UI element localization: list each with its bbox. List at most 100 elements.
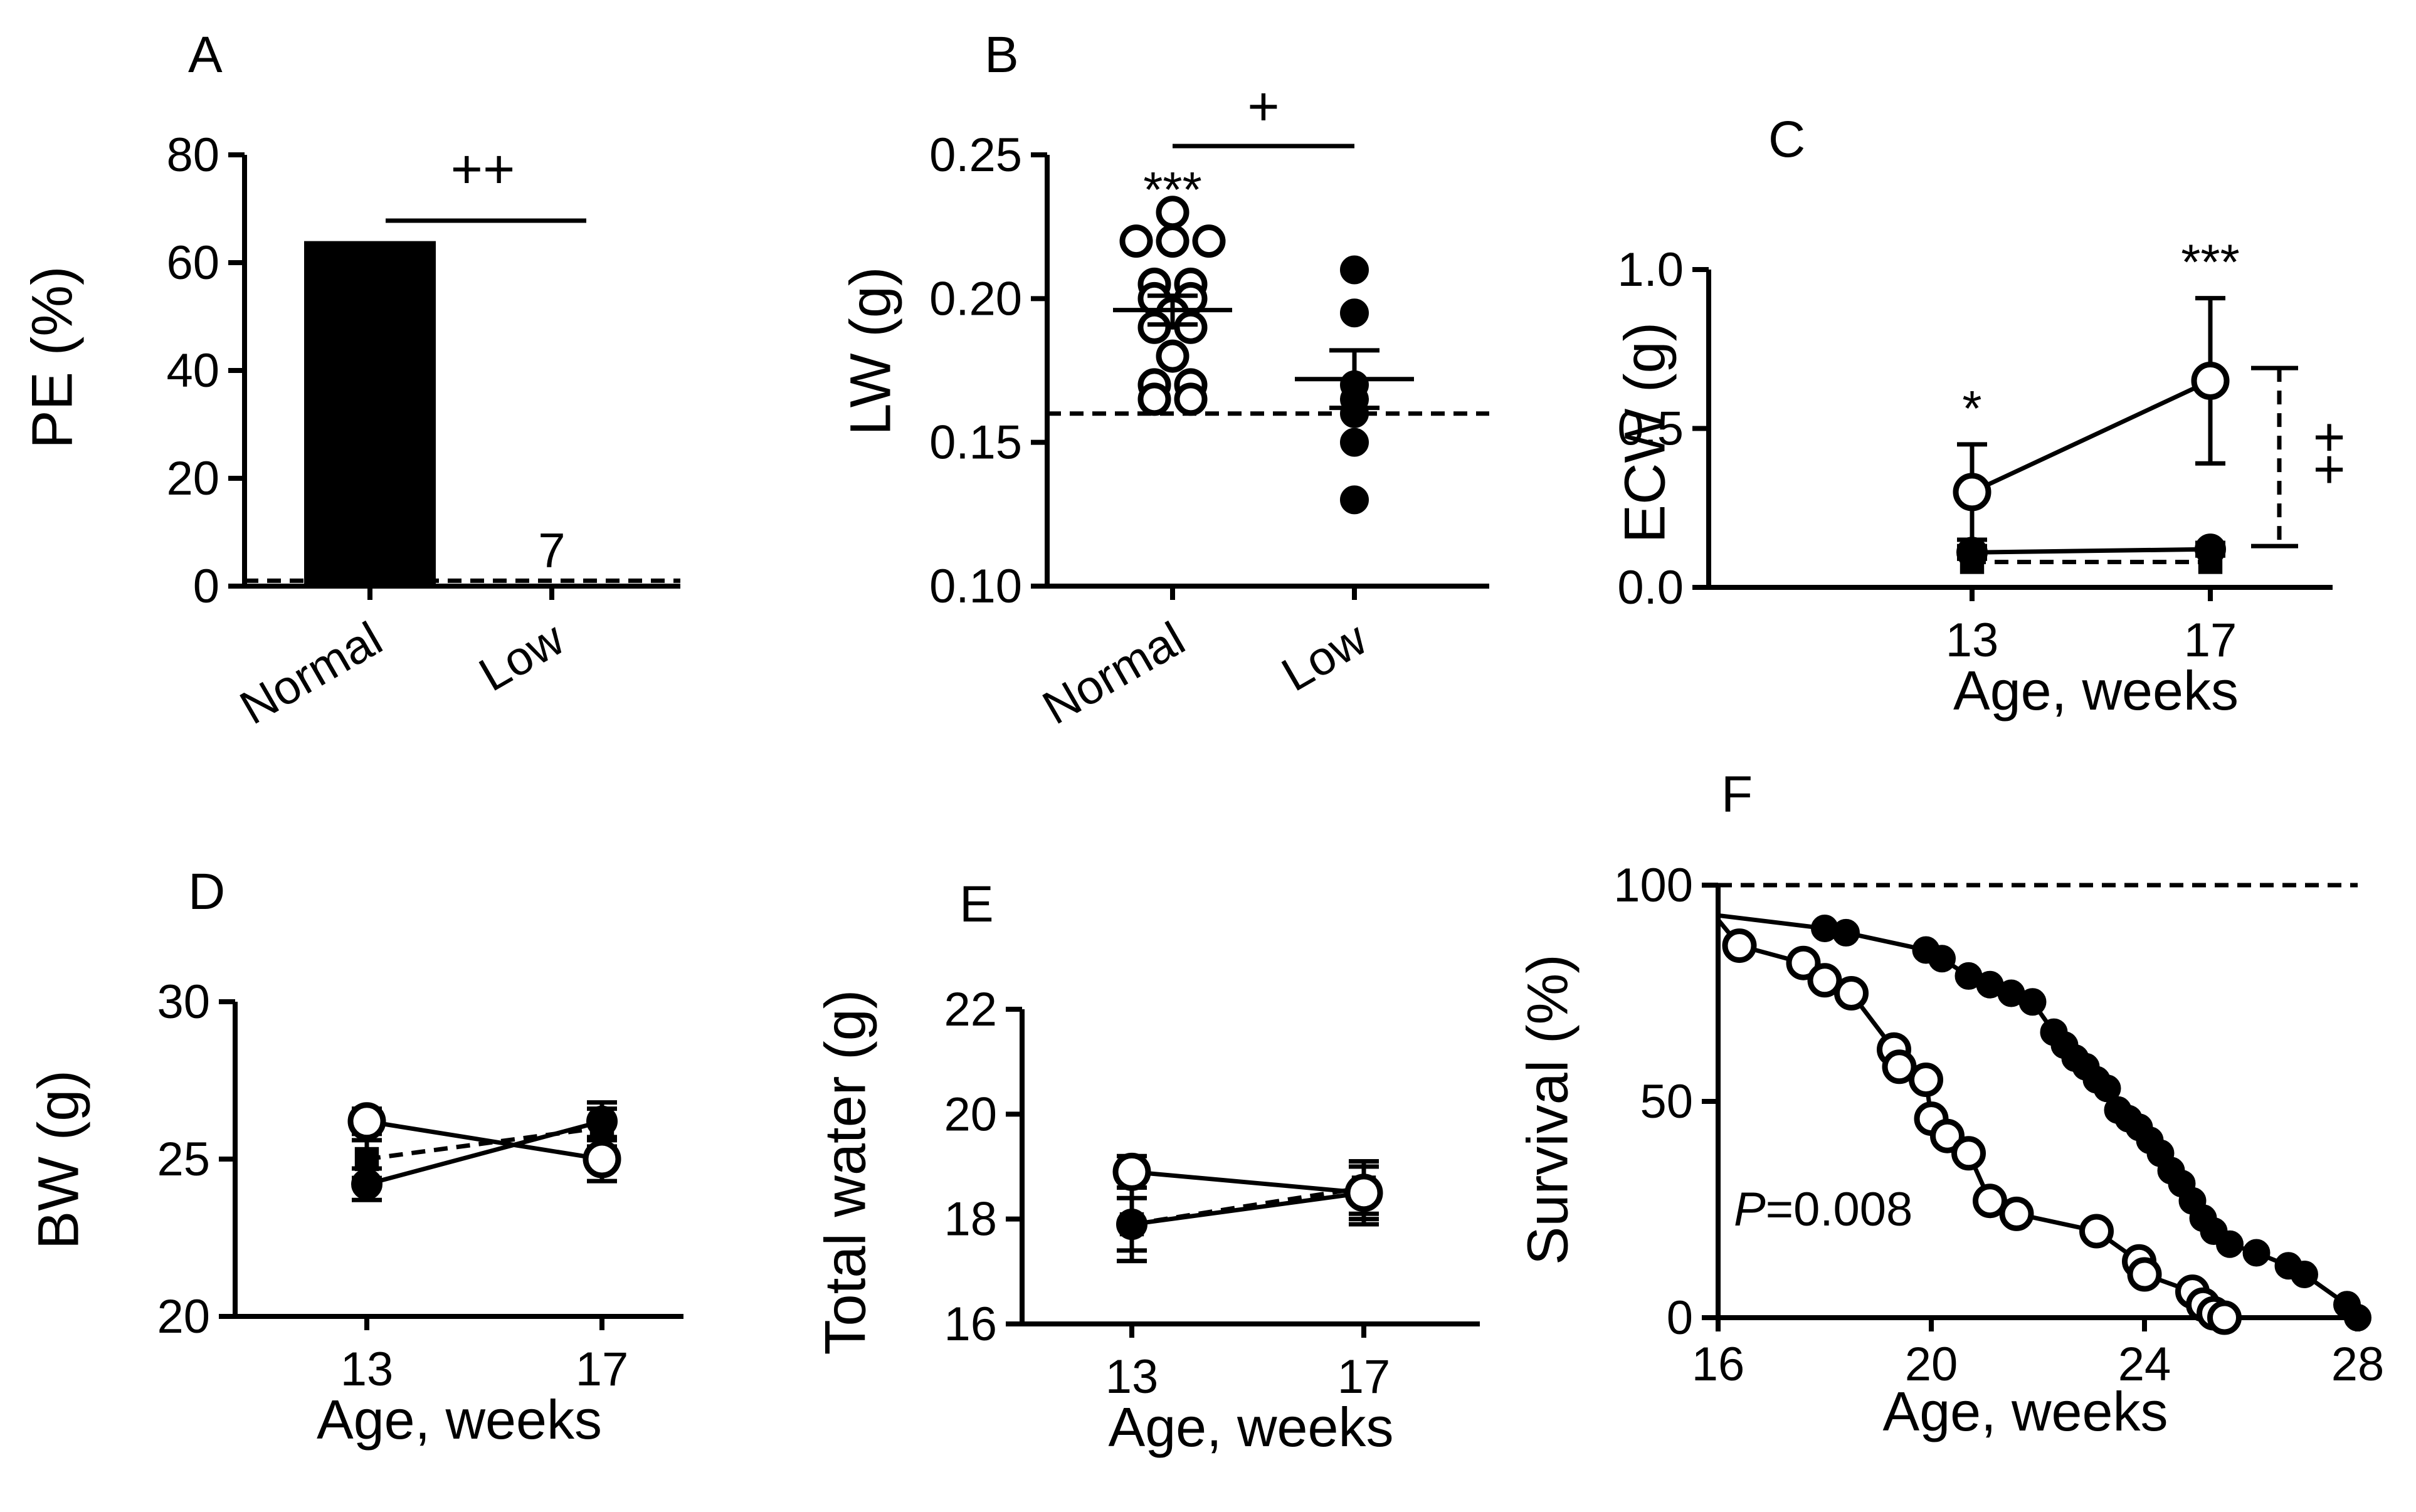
x-tick-label: 13: [340, 1343, 394, 1396]
data-point: [1174, 310, 1208, 344]
x-tick-label: Normal: [1034, 612, 1194, 735]
data-point: [2207, 1300, 2242, 1335]
y-axis-label: Survival (%): [1516, 954, 1580, 1265]
y-tick-label: 1.0: [1617, 243, 1684, 297]
y-tick-label: 18: [944, 1193, 997, 1246]
x-tick-label: 17: [2184, 614, 2237, 667]
data-point: [1174, 382, 1208, 416]
panel-label: A: [188, 26, 223, 83]
y-tick-label: 25: [157, 1133, 210, 1186]
panel-label: E: [959, 876, 994, 933]
p-value-annotation: P=0.008: [1734, 1183, 1912, 1236]
significance-label: +: [1247, 75, 1279, 137]
data-point: [1137, 382, 1171, 416]
y-axis-label: LW (g): [838, 266, 902, 435]
panel-label: C: [1768, 111, 1805, 168]
panel-label: D: [188, 863, 225, 920]
bar-n-label: 7: [538, 523, 565, 578]
x-tick-label: 16: [1692, 1338, 1745, 1391]
data-point: [1340, 298, 1369, 328]
bar: [304, 241, 436, 587]
data-point: [583, 1140, 621, 1179]
data-point: [1928, 945, 1956, 973]
significance-stars: ***: [2181, 234, 2239, 290]
data-point: [1930, 1118, 1965, 1153]
data-point: [1786, 945, 1821, 980]
y-axis-label: PE (%): [20, 266, 84, 448]
y-tick-label: 0: [193, 560, 219, 613]
data-point: [1340, 255, 1369, 285]
data-point: [1807, 963, 1842, 998]
y-tick-label: 22: [944, 983, 997, 1036]
series-line: [366, 1125, 603, 1162]
y-tick-label: 0.5: [1617, 402, 1684, 456]
panel-label: F: [1721, 766, 1753, 823]
p-value-symbol: P: [1734, 1183, 1766, 1236]
significance-stars: ***: [1143, 162, 1201, 218]
data-point: [2018, 988, 2047, 1016]
data-point: [1119, 224, 1153, 258]
panel-b: 0.10 0.15 0.20 0.25 LW (g) B Normal Low + ***: [838, 26, 1489, 735]
y-tick-label: 30: [157, 975, 210, 1029]
panel-a: 0 20 40 60 80 PE (%) A 14 Normal 7 Low ++: [20, 26, 680, 735]
data-point: [2216, 1230, 2244, 1258]
x-axis-label: Age, weeks: [1953, 659, 2239, 722]
significance-stars: *: [1962, 381, 1981, 436]
data-point: [347, 1102, 386, 1141]
data-point: [2191, 361, 2230, 400]
y-tick-label: 0.20: [929, 272, 1022, 325]
data-point: [1137, 310, 1171, 344]
x-axis-label: Age, weeks: [317, 1389, 602, 1451]
y-tick-label: 80: [166, 129, 219, 182]
data-point: [1832, 918, 1860, 947]
data-point: [351, 1168, 382, 1200]
x-tick-label: 13: [1946, 614, 1999, 667]
x-tick-label: 13: [1105, 1350, 1159, 1404]
x-tick-label: 17: [576, 1343, 629, 1396]
x-tick-label: 24: [2118, 1338, 2171, 1391]
data-point: [1116, 1209, 1147, 1241]
panel-f: 0 50 100 Survival (%) F 16 20 24 28 Age, weeks P=0…: [1516, 766, 2384, 1442]
data-point: [2127, 1257, 2162, 1292]
y-axis-label: BW (g): [26, 1070, 90, 1249]
series-line: [1971, 547, 2211, 555]
p-value-number: =0.008: [1766, 1183, 1913, 1236]
y-tick-label: 20: [157, 1290, 210, 1343]
y-tick-label: 50: [1640, 1075, 1693, 1128]
y-tick-label: 60: [166, 236, 219, 290]
data-point: [1112, 1152, 1151, 1191]
x-axis-label: Age, weeks: [1883, 1380, 2168, 1442]
y-tick-label: 20: [944, 1088, 997, 1141]
y-axis-label: ECW (g): [1613, 322, 1677, 543]
significance-label: ++: [2299, 421, 2361, 486]
y-tick-label: 0.15: [929, 416, 1022, 470]
series-line: [1131, 1190, 1364, 1227]
data-point: [2242, 1239, 2271, 1267]
y-axis-label: Total water (g): [813, 990, 877, 1355]
x-tick-label: Low: [470, 612, 573, 702]
data-point: [1156, 339, 1190, 373]
significance-label: ++: [451, 138, 515, 200]
data-point: [1951, 1136, 1986, 1171]
data-point: [1344, 1173, 1383, 1212]
y-tick-label: 16: [944, 1298, 997, 1351]
data-point: [1192, 224, 1226, 258]
data-point: [2291, 1261, 2318, 1288]
data-point: [1156, 224, 1190, 258]
y-tick-label: 0.25: [929, 129, 1022, 182]
data-point: [1973, 1184, 2007, 1219]
data-point: [2079, 1214, 2114, 1249]
series-line: [1131, 1169, 1364, 1195]
series-line: [366, 1119, 603, 1162]
data-point: [1340, 485, 1369, 515]
x-axis-label: Age, weeks: [1109, 1396, 1394, 1458]
series-line: [366, 1119, 603, 1187]
data-point: [1953, 473, 1991, 512]
x-tick-label: 17: [1337, 1350, 1391, 1404]
data-point: [586, 1105, 618, 1137]
series-line: [1131, 1185, 1364, 1227]
y-tick-label: 20: [166, 452, 219, 505]
data-point: [1340, 428, 1369, 457]
